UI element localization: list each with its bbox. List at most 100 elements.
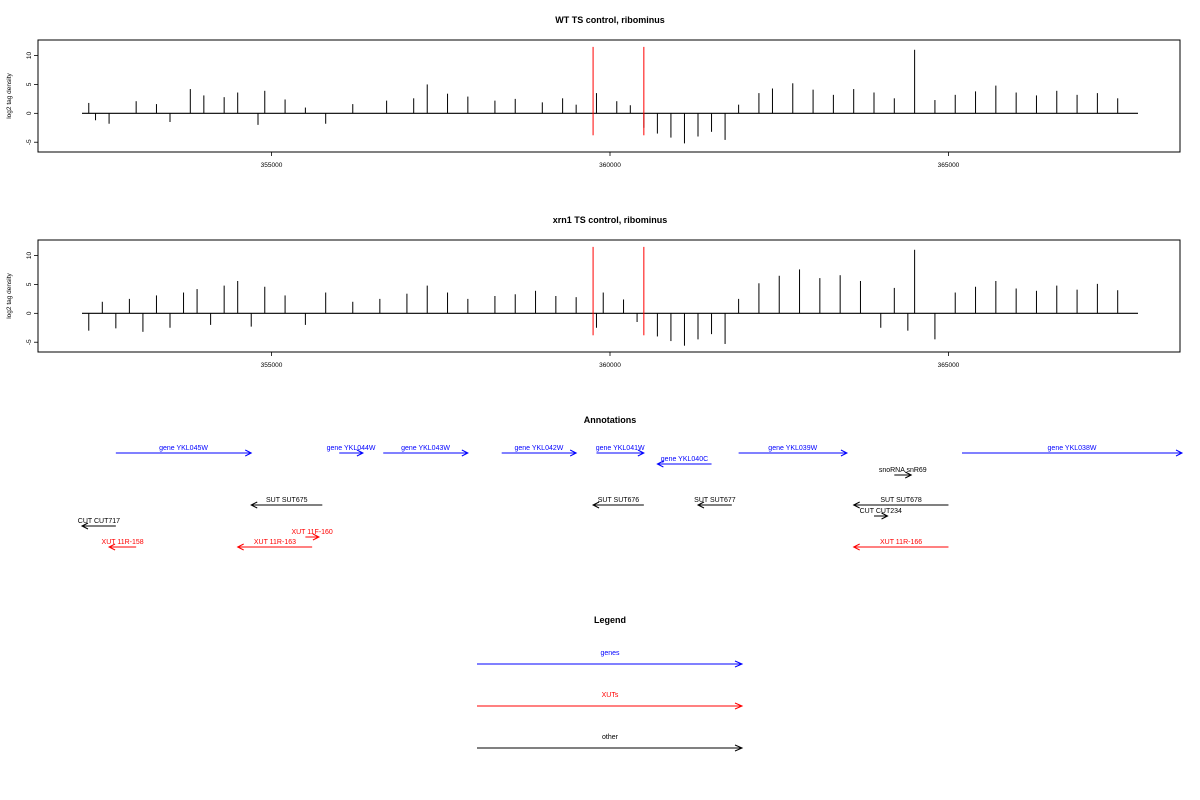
panel-title: xrn1 TS control, ribominus [553, 215, 668, 225]
y-tick-label: -5 [26, 339, 33, 345]
feature-arrowhead [461, 449, 469, 457]
feature-arrowhead [312, 533, 321, 541]
feature-arrowhead [852, 543, 860, 551]
feature-arrowhead [637, 449, 645, 457]
feature-label: SUT SUT676 [598, 497, 640, 504]
x-tick-label: 355000 [261, 162, 283, 169]
feature-arrowhead [591, 501, 600, 509]
feature-xut: XUT 11R-166 [852, 539, 949, 551]
legend-items: genes XUTs other [477, 650, 744, 752]
feature-gene: gene YKL039W [738, 445, 849, 457]
feature-gene: gene YKL041W [596, 445, 645, 457]
legend-arrowhead [734, 744, 744, 752]
legend-arrowhead [734, 660, 744, 668]
feature-arrowhead [905, 471, 913, 479]
feature-other: SUT SUT675 [250, 497, 323, 509]
feature-other: CUT CUT717 [78, 518, 120, 530]
y-tick-label: 5 [26, 282, 33, 286]
feature-gene: gene YKL042W [501, 445, 578, 457]
feature-xut: XUT 11F-160 [291, 529, 333, 541]
feature-other: SUT SUT678 [852, 497, 949, 509]
feature-other: SUT SUT676 [591, 497, 644, 509]
x-tick-label: 365000 [938, 162, 960, 169]
feature-label: gene YKL044W [327, 445, 376, 452]
legend-item: genes [477, 650, 744, 668]
feature-label: snoRNA snR69 [879, 467, 927, 474]
x-tick-label: 355000 [261, 362, 283, 369]
feature-label: XUT 11R-166 [880, 539, 922, 546]
coverage-bars [82, 49, 1138, 144]
legend-title: Legend [594, 615, 626, 625]
x-axis: 355000 360000 365000 [261, 152, 960, 169]
feature-gene: gene YKL045W [115, 445, 253, 457]
feature-arrowhead [245, 449, 253, 457]
y-tick-label: 0 [26, 311, 33, 315]
feature-arrowhead [250, 501, 258, 509]
feature-arrowhead [80, 522, 89, 530]
xrn1-coverage-panel: xrn1 TS control, ribominus log2 tag dens… [6, 215, 1181, 369]
feature-xut: XUT 11R-158 [102, 539, 144, 551]
y-axis: -5 0 5 10 [26, 52, 38, 145]
feature-gene: gene YKL038W [962, 445, 1184, 457]
feature-label: CUT CUT717 [78, 518, 120, 525]
feature-label: gene YKL040C [661, 456, 708, 463]
feature-arrowhead [852, 501, 860, 509]
y-tick-label: 5 [26, 82, 33, 86]
feature-arrowhead [1175, 449, 1184, 457]
feature-other: SUT SUT677 [694, 497, 736, 509]
feature-arrowhead [107, 543, 116, 551]
feature-arrowhead [656, 460, 664, 468]
feature-label: gene YKL041W [596, 445, 645, 452]
legend-item: XUTs [477, 692, 744, 710]
feature-label: SUT SUT677 [694, 497, 736, 504]
x-axis: 355000 360000 365000 [261, 352, 960, 369]
legend-label: genes [600, 650, 620, 657]
feature-other: CUT CUT234 [860, 508, 902, 520]
feature-other: snoRNA snR69 [879, 467, 927, 479]
annotations-panel: Annotations gene YKL045W gene YKL044W gene… [78, 415, 1184, 551]
marker-lines [592, 46, 645, 136]
feature-label: SUT SUT678 [880, 497, 922, 504]
feature-arrowhead [696, 501, 705, 509]
feature-gene: gene YKL040C [656, 456, 712, 468]
feature-label: XUT 11R-158 [102, 539, 144, 546]
legend-item: other [477, 734, 744, 752]
annotations-title: Annotations [584, 415, 637, 425]
feature-gene: gene YKL044W [327, 445, 376, 457]
feature-arrowhead [569, 449, 578, 457]
feature-arrowhead [840, 449, 849, 457]
legend: Legend genes XUTs other [477, 615, 744, 752]
feature-label: XUT 11R-163 [254, 539, 296, 546]
feature-label: CUT CUT234 [860, 508, 902, 515]
feature-label: gene YKL045W [159, 445, 208, 452]
x-tick-label: 360000 [599, 162, 621, 169]
x-tick-label: 365000 [938, 362, 960, 369]
feature-label: gene YKL043W [401, 445, 450, 452]
plot-frame [37, 39, 1181, 153]
feature-label: gene YKL042W [514, 445, 563, 452]
y-axis: -5 0 5 10 [26, 252, 38, 345]
y-axis-label: log2 tag density [6, 72, 13, 118]
marker-lines [592, 246, 645, 336]
y-tick-label: 10 [26, 252, 33, 260]
plot-frame [37, 239, 1181, 353]
feature-label: SUT SUT675 [266, 497, 308, 504]
feature-label: gene YKL038W [1048, 445, 1097, 452]
feature-arrowhead [881, 512, 889, 520]
feature-arrowhead [236, 543, 244, 551]
feature-arrowhead [356, 449, 365, 457]
feature-gene: gene YKL043W [383, 445, 469, 457]
feature-tracks: gene YKL045W gene YKL044W gene YKL043W gene… [78, 445, 1184, 551]
coverage-bars [82, 249, 1138, 346]
y-tick-label: -5 [26, 139, 33, 145]
legend-label: other [602, 734, 619, 741]
panel-title: WT TS control, ribominus [555, 15, 665, 25]
feature-label: XUT 11F-160 [291, 529, 332, 536]
y-tick-label: 10 [26, 52, 33, 60]
feature-label: gene YKL039W [768, 445, 817, 452]
feature-xut: XUT 11R-163 [236, 539, 313, 551]
legend-arrowhead [734, 702, 744, 710]
y-axis-label: log2 tag density [6, 272, 13, 318]
wt-coverage-panel: WT TS control, ribominus log2 tag densit… [6, 15, 1181, 169]
